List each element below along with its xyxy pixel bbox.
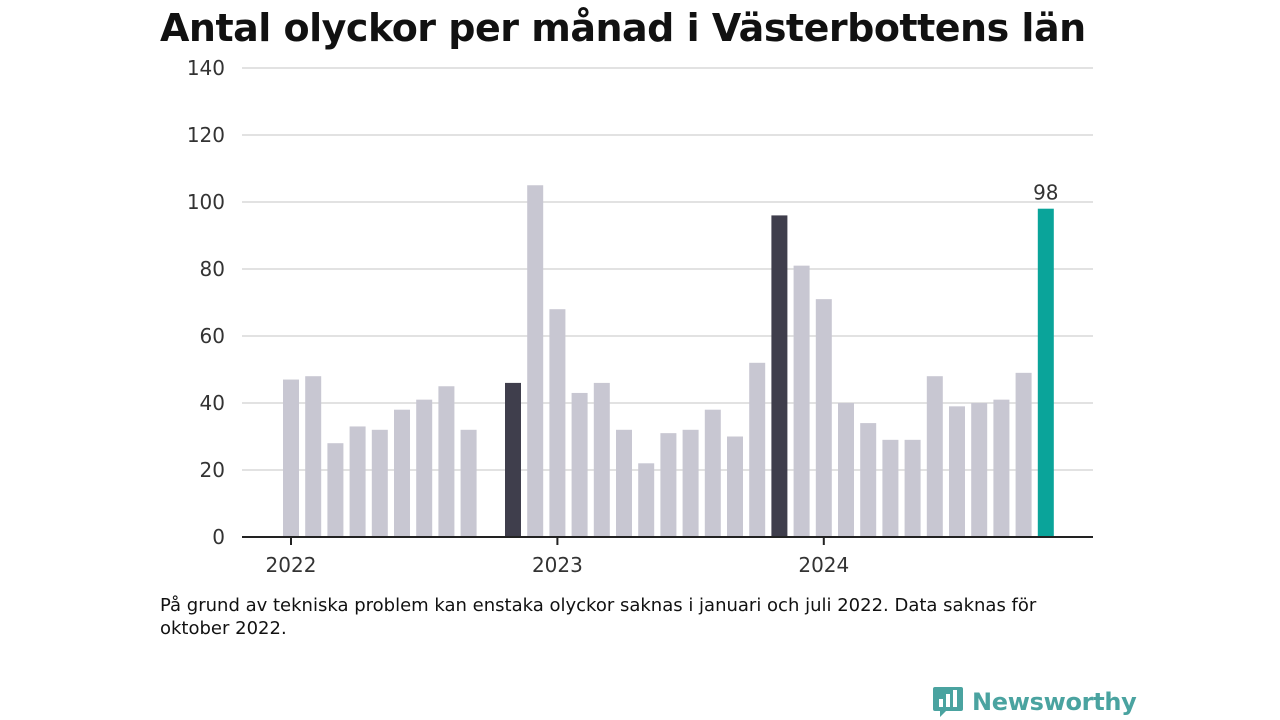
gridlines — [242, 67, 1093, 471]
x-tick-label: 2022 — [266, 553, 317, 577]
chart-title: Antal olyckor per månad i Västerbottens … — [160, 6, 1086, 50]
bar-2023-11 — [771, 215, 788, 537]
bar-2023-03 — [593, 382, 610, 537]
y-tick-label: 140 — [187, 56, 225, 80]
bar-2024-09 — [993, 399, 1010, 537]
bar-2024-08 — [971, 403, 988, 537]
bar-2023-10 — [749, 362, 766, 537]
y-tick-label: 60 — [200, 324, 225, 348]
x-tick-label: 2023 — [532, 553, 583, 577]
bar-2024-01 — [815, 299, 832, 537]
x-axis-ticks: 2022 2023 2024 — [266, 537, 849, 577]
bar-2023-07 — [682, 429, 699, 537]
data-label: 98 — [1033, 181, 1058, 205]
y-tick-label: 120 — [187, 123, 225, 147]
bar-chart-speech-bubble-icon — [933, 687, 963, 717]
x-tick-label: 2024 — [798, 553, 849, 577]
bar-2023-05 — [638, 463, 655, 537]
brand-logo: Newsworthy — [932, 684, 1137, 720]
brand-name: Newsworthy — [972, 688, 1137, 716]
bar-2022-05 — [371, 429, 388, 537]
y-tick-label: 0 — [212, 525, 225, 549]
bar-2022-06 — [394, 409, 410, 537]
y-tick-label: 40 — [200, 391, 225, 415]
y-tick-label: 80 — [200, 257, 225, 281]
y-tick-label: 20 — [200, 458, 225, 482]
bar-2024-10 — [1015, 372, 1032, 537]
bar-chart: 0 20 40 60 80 100 120 140 98 2022 2023 2024 — [187, 56, 1093, 577]
bar-2022-12 — [527, 185, 544, 537]
y-axis-ticks: 0 20 40 60 80 100 120 140 — [187, 56, 225, 549]
bar-2024-02 — [838, 403, 854, 537]
bar-2024-03 — [860, 423, 877, 537]
data-labels: 98 — [1033, 181, 1058, 205]
bar-2022-11 — [505, 382, 521, 537]
bar-2023-04 — [616, 429, 632, 537]
bars — [283, 185, 1054, 537]
bar-2024-05 — [904, 439, 921, 537]
bar-2024-07 — [949, 406, 965, 537]
bar-2022-02 — [305, 376, 322, 537]
bar-2022-03 — [327, 443, 344, 537]
bar-2022-07 — [416, 399, 433, 537]
bar-2023-02 — [571, 392, 588, 537]
bar-2023-01 — [549, 309, 566, 537]
bar-2024-11 — [1037, 208, 1054, 537]
bar-2023-08 — [704, 409, 721, 537]
footnote: På grund av tekniska problem kan enstaka… — [160, 595, 1037, 639]
bar-2022-01 — [283, 379, 299, 537]
bar-2022-09 — [460, 429, 477, 537]
bar-2023-06 — [660, 433, 677, 537]
bar-2022-04 — [349, 426, 366, 537]
y-tick-label: 100 — [187, 190, 225, 214]
bar-2023-09 — [727, 436, 743, 537]
bar-2024-04 — [882, 439, 899, 537]
bar-2024-06 — [926, 376, 943, 537]
bar-2023-12 — [793, 265, 810, 537]
bar-2022-08 — [438, 386, 455, 537]
